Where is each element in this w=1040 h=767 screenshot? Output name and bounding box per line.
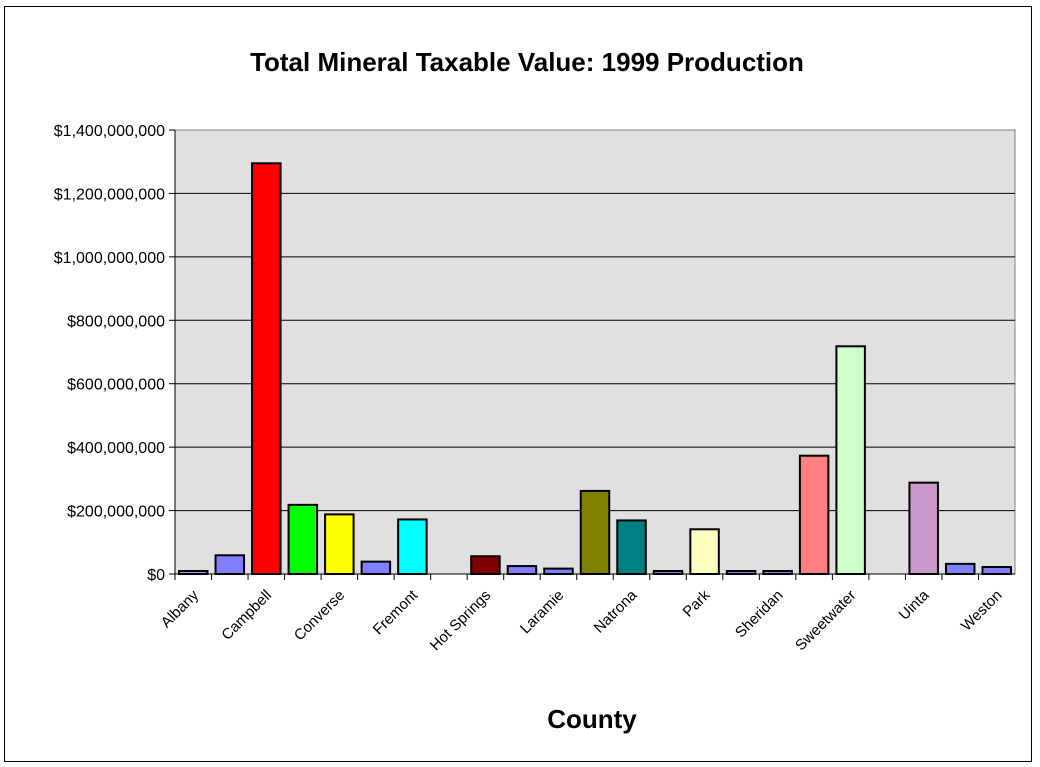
x-tick-label: Hot Springs <box>427 587 494 654</box>
bar <box>360 560 392 575</box>
bar <box>506 565 538 575</box>
y-tick-label: $0 <box>147 567 165 584</box>
y-tick-label: $1,200,000,000 <box>54 186 165 203</box>
x-tick-label: Natrona <box>591 586 641 636</box>
bar <box>944 562 976 576</box>
x-tick-label: Sweetwater <box>792 587 859 654</box>
bar <box>324 513 355 575</box>
y-tick-label: $400,000,000 <box>67 440 165 457</box>
x-tick-label: Uinta <box>896 586 933 623</box>
x-tick-label: Sheridan <box>732 587 786 641</box>
bar <box>981 566 1012 575</box>
bar <box>908 481 939 576</box>
x-axis-ticks: Albany Campbell Converse Fremont Hot Springs… <box>158 574 1006 654</box>
bar <box>579 489 611 575</box>
y-tick-label: $1,400,000,000 <box>54 123 165 140</box>
bar <box>251 162 282 576</box>
x-tick-label: Fremont <box>370 586 422 638</box>
y-tick-label: $1,000,000,000 <box>54 250 165 267</box>
x-axis-title: County <box>547 704 637 734</box>
bar <box>835 345 866 576</box>
bar <box>470 555 501 575</box>
y-tick-label: $600,000,000 <box>67 377 165 394</box>
bar <box>397 518 428 575</box>
y-tick-label: $200,000,000 <box>67 504 165 521</box>
bar <box>543 567 574 576</box>
y-axis-ticks: $0 $200,000,000 $400,000,000 $600,000,000 $8… <box>54 123 175 584</box>
bar <box>616 519 647 575</box>
bar <box>798 454 830 576</box>
x-tick-label: Park <box>680 586 714 620</box>
bar <box>214 554 246 576</box>
bar <box>689 528 720 575</box>
x-tick-label: Laramie <box>517 587 567 637</box>
x-tick-label: Converse <box>291 587 348 644</box>
bars <box>178 162 1012 576</box>
x-tick-label: Weston <box>958 587 1006 635</box>
chart-title: Total Mineral Taxable Value: 1999 Produc… <box>250 47 804 77</box>
bar <box>287 503 319 575</box>
y-tick-label: $800,000,000 <box>67 313 165 330</box>
x-tick-label: Campbell <box>218 587 275 644</box>
x-tick-label: Albany <box>158 586 203 631</box>
